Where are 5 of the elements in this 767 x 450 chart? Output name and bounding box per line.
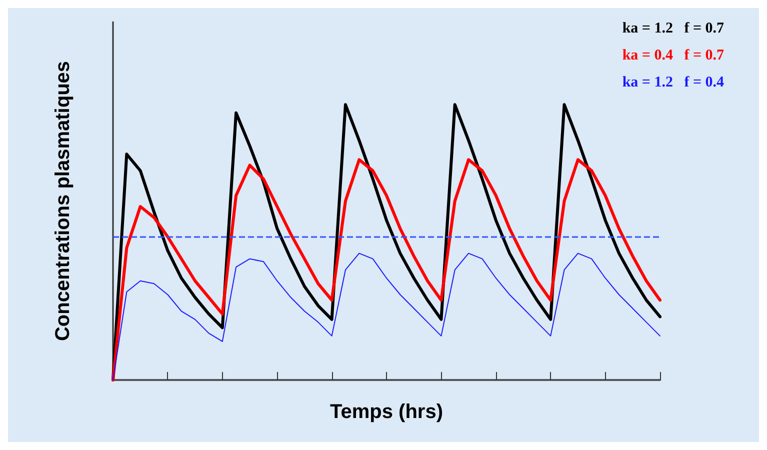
text: ka = 1.2 f = 0.4	[622, 74, 724, 90]
text: ka = 0.4 f = 0.7	[622, 48, 724, 64]
x-axis-title: Temps (hrs)	[330, 401, 443, 423]
text: ka = 1.2 f = 0.7	[622, 20, 724, 36]
y-axis-title: Concentrations plasmatiques	[52, 60, 74, 342]
